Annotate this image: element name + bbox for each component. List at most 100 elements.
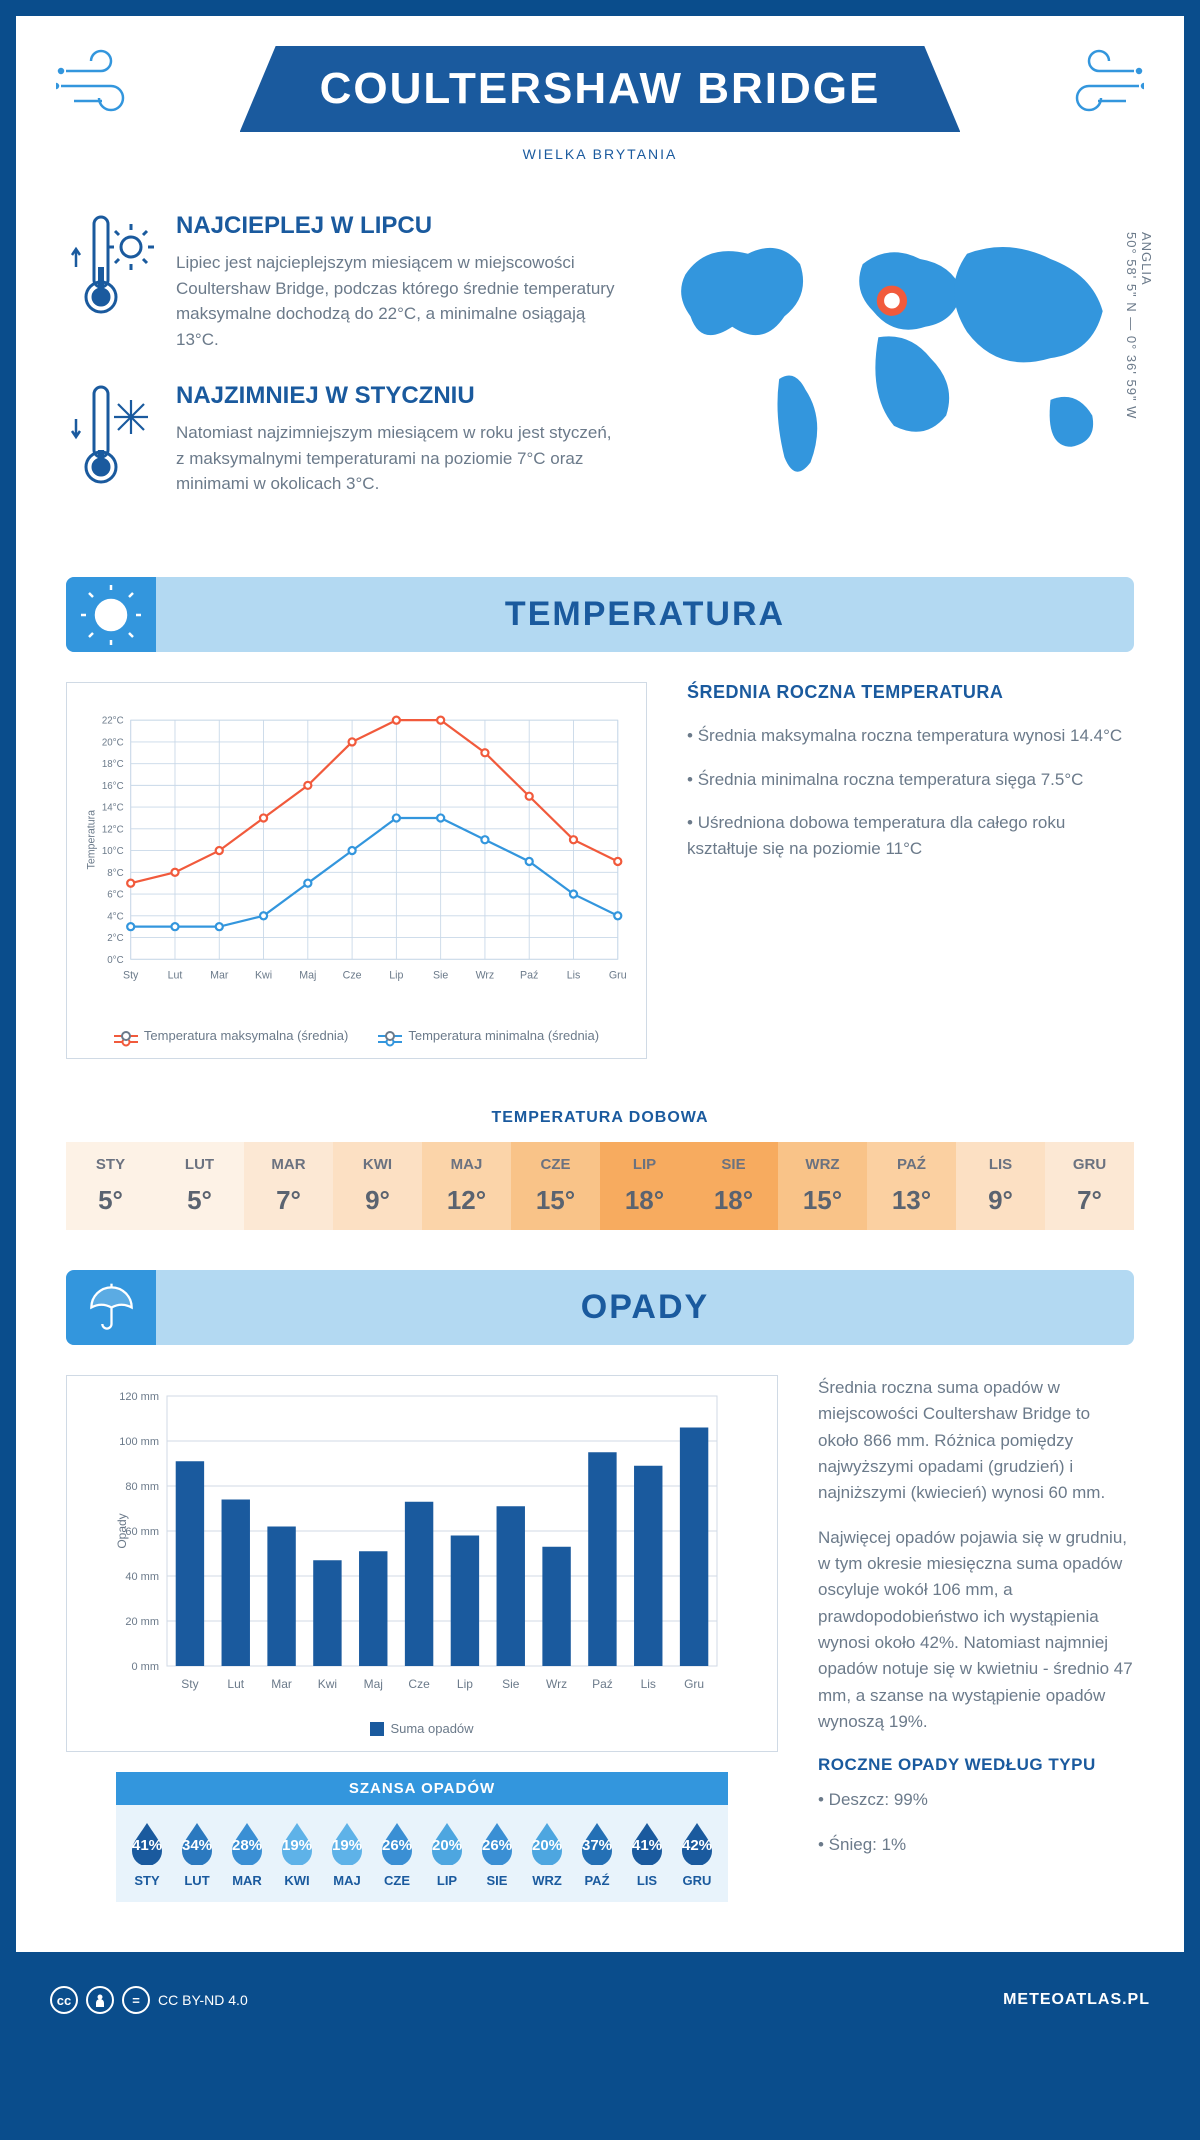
region-label: ANGLIA	[1139, 232, 1154, 286]
world-map: ANGLIA 50° 58' 5" N — 0° 36' 59" W	[654, 212, 1134, 527]
hottest-block: NAJCIEPLEJ W LIPCU Lipiec jest najcieple…	[66, 212, 624, 352]
svg-text:120 mm: 120 mm	[119, 1391, 159, 1403]
svg-text:Paź: Paź	[520, 970, 538, 982]
daily-temp-table: STY5°LUT5°MAR7°KWI9°MAJ12°CZE15°LIP18°SI…	[66, 1142, 1134, 1230]
svg-text:2°C: 2°C	[107, 933, 123, 944]
svg-text:Lut: Lut	[227, 1677, 244, 1691]
footer: cc = CC BY-ND 4.0 METEOATLAS.PL	[0, 1968, 1200, 2032]
svg-text:Lip: Lip	[457, 1677, 473, 1691]
hottest-text: Lipiec jest najcieplejszym miesiącem w m…	[176, 250, 624, 352]
summary-title: ŚREDNIA ROCZNA TEMPERATURA	[687, 682, 1134, 703]
svg-text:18°C: 18°C	[102, 759, 124, 770]
svg-text:6°C: 6°C	[107, 890, 123, 901]
cc-icon: cc	[50, 1986, 78, 2014]
svg-text:Lut: Lut	[168, 970, 183, 982]
precip-p1: Średnia roczna suma opadów w miejscowośc…	[818, 1375, 1134, 1507]
chance-item: 19%MAJ	[324, 1819, 370, 1888]
daily-cell: LIS9°	[956, 1142, 1045, 1230]
sun-icon	[66, 577, 156, 652]
chance-item: 20%LIP	[424, 1819, 470, 1888]
svg-text:Temperatura: Temperatura	[85, 810, 97, 870]
chance-item: 20%WRZ	[524, 1819, 570, 1888]
precip-p2: Najwięcej opadów pojawia się w grudniu, …	[818, 1525, 1134, 1736]
svg-text:Maj: Maj	[364, 1677, 383, 1691]
coordinates: 50° 58' 5" N — 0° 36' 59" W	[1124, 232, 1139, 419]
legend-item: Temperatura minimalna (średnia)	[378, 1028, 599, 1043]
daily-cell: LUT5°	[155, 1142, 244, 1230]
svg-text:40 mm: 40 mm	[125, 1571, 159, 1583]
chance-item: 34%LUT	[174, 1819, 220, 1888]
coldest-text: Natomiast najzimniejszym miesiącem w rok…	[176, 420, 624, 497]
chance-item: 28%MAR	[224, 1819, 270, 1888]
daily-cell: CZE15°	[511, 1142, 600, 1230]
svg-text:0 mm: 0 mm	[132, 1661, 160, 1673]
title-banner: COULTERSHAW BRIDGE	[240, 46, 961, 132]
chance-item: 41%STY	[124, 1819, 170, 1888]
svg-text:Maj: Maj	[299, 970, 316, 982]
svg-text:Sie: Sie	[502, 1677, 520, 1691]
temperature-chart: 0°C2°C4°C6°C8°C10°C12°C14°C16°C18°C20°C2…	[66, 682, 647, 1059]
svg-text:Paź: Paź	[592, 1677, 613, 1691]
daily-cell: LIP18°	[600, 1142, 689, 1230]
svg-text:Cze: Cze	[408, 1677, 430, 1691]
umbrella-icon	[66, 1270, 156, 1345]
svg-text:Lip: Lip	[389, 970, 403, 982]
legend-item: Temperatura maksymalna (średnia)	[114, 1028, 348, 1043]
daily-cell: STY5°	[66, 1142, 155, 1230]
svg-text:Sty: Sty	[181, 1677, 198, 1691]
summary-b3: • Uśredniona dobowa temperatura dla całe…	[687, 810, 1134, 861]
legend-item: Suma opadów	[370, 1721, 473, 1736]
page-title: COULTERSHAW BRIDGE	[320, 64, 881, 114]
svg-text:22°C: 22°C	[102, 716, 124, 727]
summary-b2: • Średnia minimalna roczna temperatura s…	[687, 767, 1134, 793]
svg-text:Gru: Gru	[609, 970, 627, 982]
bytype-title: ROCZNE OPADY WEDŁUG TYPU	[818, 1755, 1134, 1775]
svg-text:100 mm: 100 mm	[119, 1436, 159, 1448]
chance-item: 19%KWI	[274, 1819, 320, 1888]
precipitation-title: OPADY	[176, 1288, 1114, 1327]
chance-item: 41%LIS	[624, 1819, 670, 1888]
intro-section: NAJCIEPLEJ W LIPCU Lipiec jest najcieple…	[16, 182, 1184, 557]
daily-cell: GRU7°	[1045, 1142, 1134, 1230]
svg-text:80 mm: 80 mm	[125, 1481, 159, 1493]
svg-text:20°C: 20°C	[102, 737, 124, 748]
hottest-title: NAJCIEPLEJ W LIPCU	[176, 212, 624, 240]
coldest-block: NAJZIMNIEJ W STYCZNIU Natomiast najzimni…	[66, 382, 624, 497]
nd-icon: =	[122, 1986, 150, 2014]
wind-icon	[56, 46, 146, 121]
precipitation-text: Średnia roczna suma opadów w miejscowośc…	[818, 1375, 1134, 1902]
license-text: CC BY-ND 4.0	[158, 1992, 248, 2008]
thermometer-cold-icon	[66, 382, 156, 497]
svg-text:Wrz: Wrz	[546, 1677, 567, 1691]
svg-text:20 mm: 20 mm	[125, 1616, 159, 1628]
svg-text:10°C: 10°C	[102, 846, 124, 857]
chance-item: 42%GRU	[674, 1819, 720, 1888]
temperature-title: TEMPERATURA	[176, 595, 1114, 634]
temperature-summary: ŚREDNIA ROCZNA TEMPERATURA • Średnia mak…	[687, 682, 1134, 1059]
svg-text:8°C: 8°C	[107, 868, 123, 879]
svg-text:Lis: Lis	[567, 970, 581, 982]
daily-temp-title: TEMPERATURA DOBOWA	[16, 1109, 1184, 1127]
daily-cell: SIE18°	[689, 1142, 778, 1230]
bytype-b1: • Deszcz: 99%	[818, 1787, 1134, 1813]
svg-text:Kwi: Kwi	[255, 970, 272, 982]
header: COULTERSHAW BRIDGE WIELKA BRYTANIA	[16, 16, 1184, 182]
svg-text:0°C: 0°C	[107, 955, 123, 966]
precipitation-banner: OPADY	[66, 1270, 1134, 1345]
summary-b1: • Średnia maksymalna roczna temperatura …	[687, 723, 1134, 749]
svg-text:Opady: Opady	[115, 1513, 129, 1548]
daily-cell: PAŹ13°	[867, 1142, 956, 1230]
svg-text:Mar: Mar	[271, 1677, 292, 1691]
daily-cell: MAJ12°	[422, 1142, 511, 1230]
daily-cell: MAR7°	[244, 1142, 333, 1230]
bytype-b2: • Śnieg: 1%	[818, 1832, 1134, 1858]
svg-text:12°C: 12°C	[102, 824, 124, 835]
wind-icon	[1054, 46, 1144, 121]
chance-title: SZANSA OPADÓW	[116, 1772, 728, 1805]
page-subtitle: WIELKA BRYTANIA	[56, 146, 1144, 162]
chance-item: 37%PAŹ	[574, 1819, 620, 1888]
svg-text:4°C: 4°C	[107, 911, 123, 922]
chance-item: 26%CZE	[374, 1819, 420, 1888]
site-name: METEOATLAS.PL	[1003, 1991, 1150, 2009]
precipitation-chart: 0 mm20 mm40 mm60 mm80 mm100 mm120 mmStyL…	[66, 1375, 778, 1902]
